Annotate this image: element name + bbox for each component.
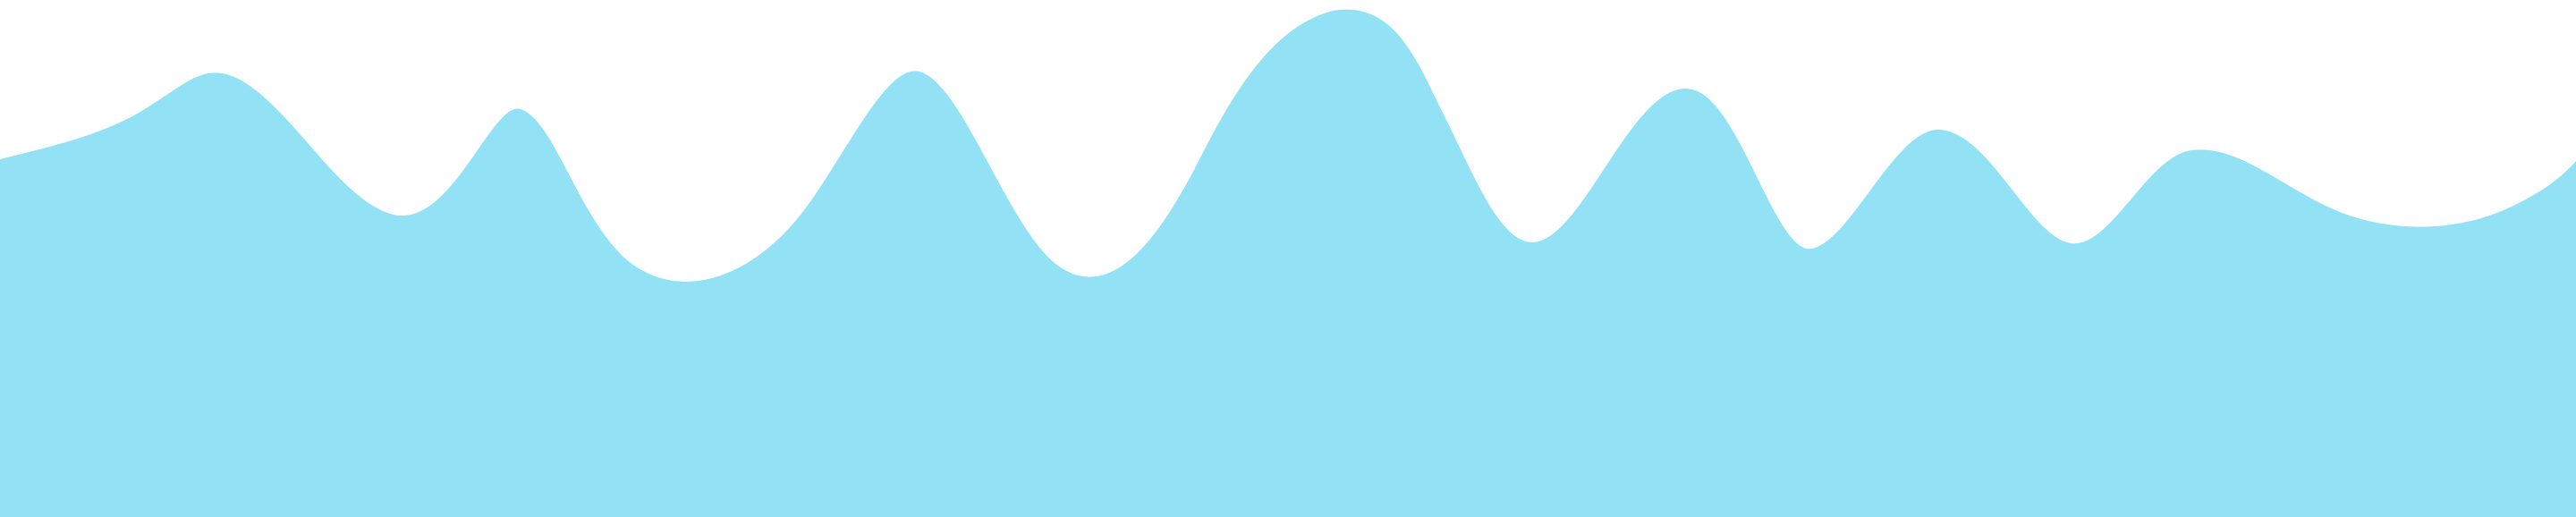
wave-fill — [0, 9, 2576, 517]
